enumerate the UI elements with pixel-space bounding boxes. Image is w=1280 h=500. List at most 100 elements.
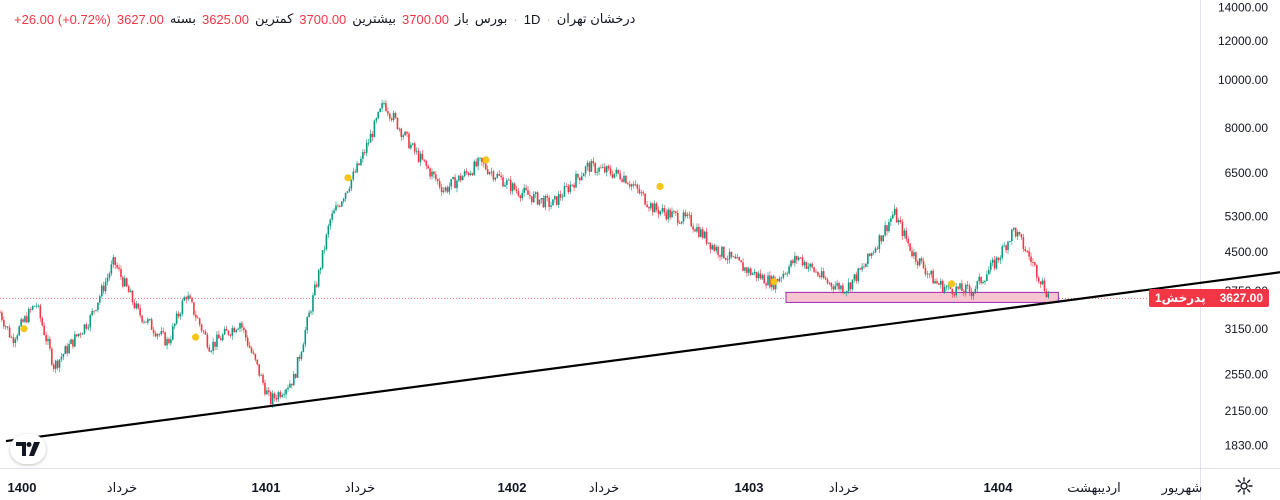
candle-body (484, 163, 487, 170)
candle-body (127, 286, 130, 293)
candle-body (175, 313, 178, 324)
candle-body (490, 171, 493, 173)
candle-body (74, 334, 76, 347)
candle-body (51, 348, 53, 365)
candle-body (1001, 246, 1004, 258)
candle-body (799, 257, 802, 259)
candle-body (12, 337, 15, 343)
candle-body (216, 334, 218, 347)
candle-body (498, 173, 500, 176)
candle-body (233, 327, 236, 333)
candle-body (131, 290, 134, 303)
candle-body (335, 205, 337, 211)
candle-body (1016, 232, 1019, 237)
candle-body (557, 194, 560, 205)
candle-body (736, 257, 739, 259)
candle-body (749, 268, 752, 275)
candle-body (66, 346, 68, 354)
candle-body (202, 330, 205, 332)
gear-icon[interactable] (1234, 476, 1254, 496)
candle-body (1026, 251, 1028, 252)
candle-body (561, 196, 564, 198)
candle-body (310, 311, 312, 313)
candle-body (458, 175, 460, 181)
candle-body (97, 302, 99, 310)
candle-body (817, 272, 819, 276)
candle-body (333, 210, 335, 214)
y-tick-label: 4500.00 (1225, 245, 1269, 259)
candle-body (421, 153, 424, 160)
candle-body (970, 291, 973, 297)
candle-body (918, 258, 921, 266)
candle-body (62, 354, 65, 357)
candle-body (951, 288, 954, 295)
candle-body (897, 220, 900, 223)
candle-body (932, 270, 934, 284)
candle-body (621, 179, 623, 182)
tradingview-logo-icon[interactable] (10, 434, 46, 464)
candle-body (915, 252, 917, 262)
candle-body (930, 270, 932, 275)
candle-body (636, 184, 639, 189)
candle-body (494, 177, 497, 180)
candle-body (0, 312, 1, 314)
symbol-name[interactable]: درخشان تهران (556, 11, 636, 26)
candle-body (531, 196, 533, 203)
candle-body (834, 285, 836, 290)
candle-body (1007, 241, 1009, 251)
candle-body (469, 173, 472, 176)
candle-body (1012, 227, 1015, 230)
candle-body (285, 389, 287, 395)
candle-body (509, 179, 512, 192)
candle-body (348, 188, 351, 192)
candle-body (436, 179, 439, 181)
candle-body (110, 264, 113, 274)
candle-body (367, 142, 370, 144)
candle-body (1009, 241, 1011, 242)
candle-body (1028, 251, 1030, 257)
candle-body (1020, 234, 1023, 238)
candle-body (801, 257, 804, 266)
candle-body (886, 225, 888, 232)
candle-body (10, 337, 13, 339)
candle-body (945, 286, 948, 288)
candle-body (91, 310, 93, 316)
candle-body (410, 144, 412, 149)
candle-body (227, 330, 230, 335)
event-marker (656, 182, 664, 191)
candle-body (703, 231, 706, 238)
candle-body (594, 163, 596, 173)
candle-body (719, 255, 721, 257)
candle-body (968, 285, 971, 292)
candle-body (529, 194, 531, 197)
candle-body (982, 282, 984, 284)
candle-body (671, 211, 673, 218)
candle-body (790, 260, 792, 267)
candle-body (776, 278, 779, 282)
candle-body (337, 205, 339, 207)
candle-body (137, 303, 140, 309)
candle-body (196, 317, 199, 319)
candle-body (460, 175, 462, 181)
candle-body (974, 288, 977, 293)
candle-body (652, 203, 654, 213)
candle-body (106, 277, 109, 282)
candle-body (412, 143, 414, 145)
candle-body (936, 281, 938, 284)
candle-body (728, 251, 731, 260)
candle-body (383, 103, 385, 104)
candle-body (953, 294, 956, 296)
candle-body (630, 184, 633, 187)
candle-body (504, 184, 506, 187)
candle-body (909, 243, 911, 251)
interval-label[interactable]: 1D (523, 11, 541, 27)
candle-body (287, 387, 289, 390)
candle-body (665, 212, 668, 220)
candle-body (444, 187, 447, 191)
candle-body (72, 339, 74, 347)
candle-body (615, 169, 618, 174)
candle-body (212, 341, 214, 351)
high-label: بیشترین (352, 11, 397, 26)
candle-body (565, 186, 568, 187)
